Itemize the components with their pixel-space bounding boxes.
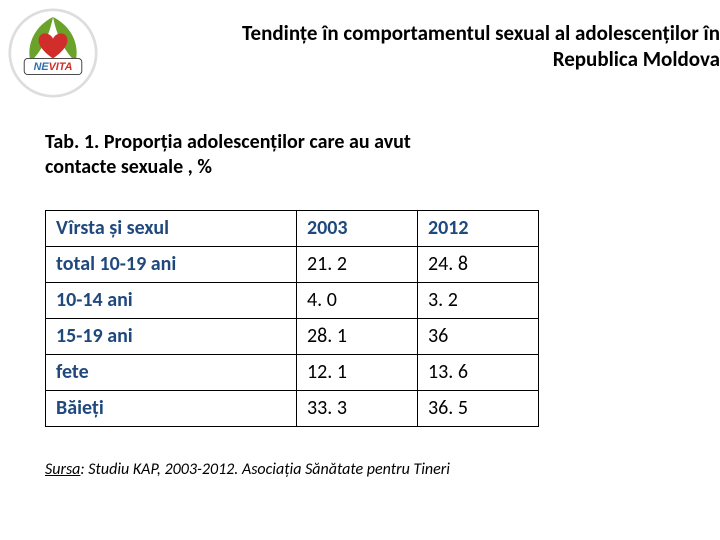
title-line-1: Tendințe în comportamentul sexual al ado… (242, 20, 720, 46)
table-row: 15-19 ani 28. 1 36 (46, 319, 539, 355)
row-value-2003: 12. 1 (297, 355, 418, 391)
row-value-2012: 36 (418, 319, 539, 355)
table-caption: Tab. 1. Proporția adolescenților care au… (45, 130, 675, 180)
row-value-2012: 13. 6 (418, 355, 539, 391)
row-label: 15-19 ani (46, 319, 297, 355)
row-label: 10-14 ani (46, 283, 297, 319)
source-label: Sursa (45, 460, 80, 479)
source-line: Sursa: Studiu KAP, 2003-2012. Asociația … (45, 460, 450, 479)
logo-text-vita: VITA (49, 61, 73, 73)
table-row: Băieți 33. 3 36. 5 (46, 391, 539, 427)
title-line-2: Republica Moldova (553, 46, 720, 72)
table-row: 10-14 ani 4. 0 3. 2 (46, 283, 539, 319)
table-row: fete 12. 1 13. 6 (46, 355, 539, 391)
table-caption-line-2: contacte sexuale , % (45, 155, 212, 179)
table-caption-line-1: Tab. 1. Proporția adolescenților care au… (45, 130, 411, 154)
row-label: Băieți (46, 391, 297, 427)
logo-text-ne: NE (34, 61, 50, 73)
row-value-2003: 33. 3 (297, 391, 418, 427)
row-label: total 10-19 ani (46, 247, 297, 283)
neovita-logo: NEVITA (8, 8, 98, 98)
svg-text:NEVITA: NEVITA (34, 61, 73, 73)
table-row: total 10-19 ani 21. 2 24. 8 (46, 247, 539, 283)
page-title: Tendințe în comportamentul sexual al ado… (155, 20, 720, 73)
row-value-2012: 3. 2 (418, 283, 539, 319)
row-value-2003: 4. 0 (297, 283, 418, 319)
source-text: : Studiu KAP, 2003-2012. Asociația Sănăt… (80, 460, 450, 479)
row-value-2012: 36. 5 (418, 391, 539, 427)
col-header-2012: 2012 (418, 211, 539, 247)
row-value-2003: 21. 2 (297, 247, 418, 283)
col-header-2003: 2003 (297, 211, 418, 247)
row-value-2003: 28. 1 (297, 319, 418, 355)
data-table: Vîrsta și sexul 2003 2012 total 10-19 an… (45, 210, 539, 427)
col-header-label: Vîrsta și sexul (46, 211, 297, 247)
row-value-2012: 24. 8 (418, 247, 539, 283)
row-label: fete (46, 355, 297, 391)
table-header-row: Vîrsta și sexul 2003 2012 (46, 211, 539, 247)
